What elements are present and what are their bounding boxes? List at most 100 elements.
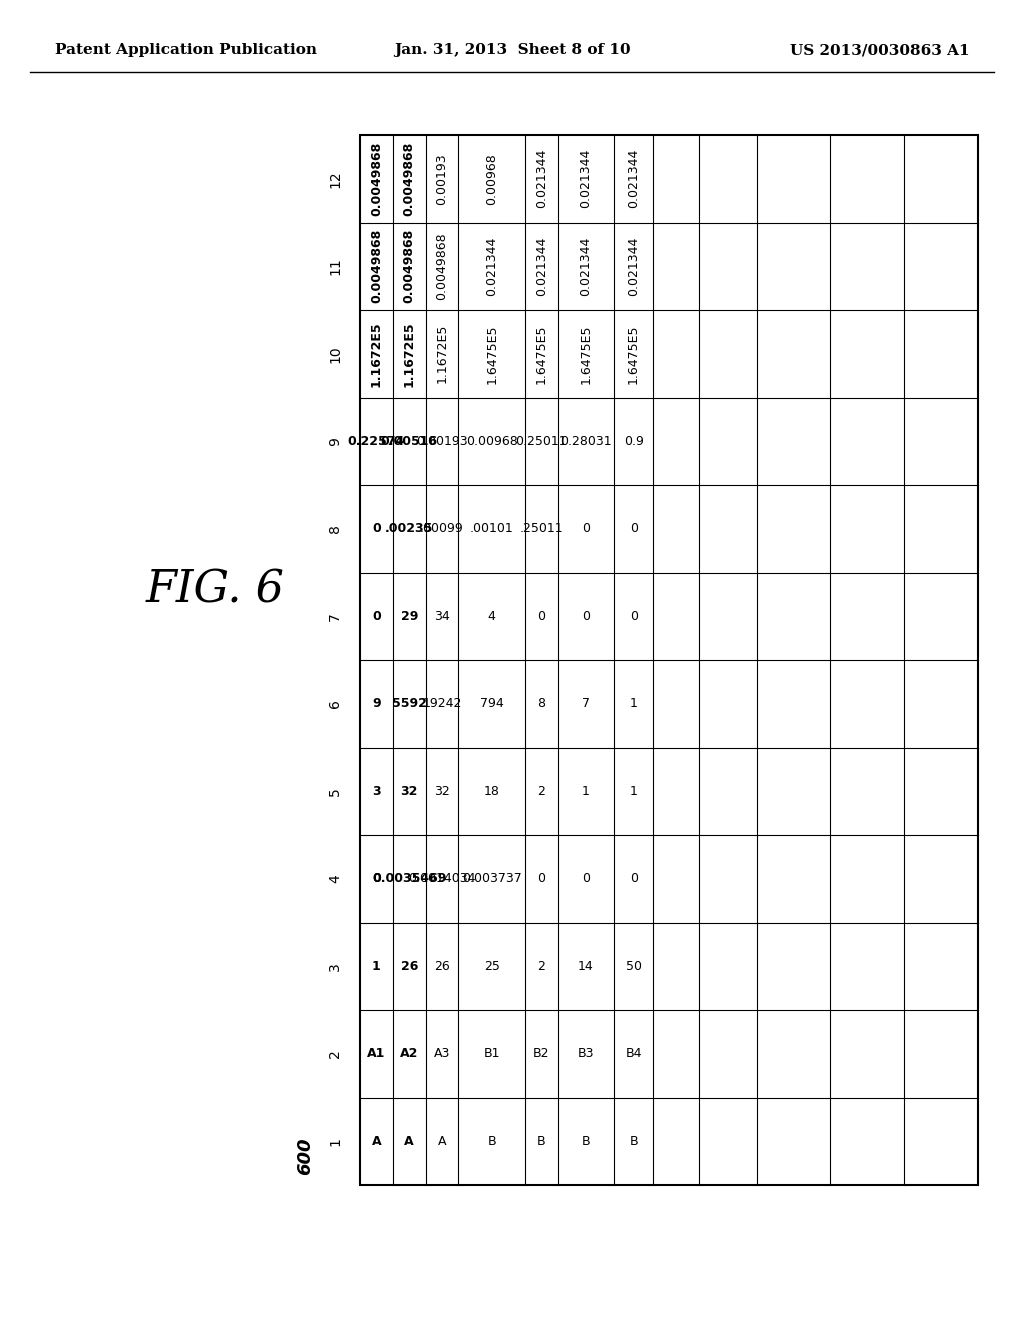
Text: 0.021344: 0.021344 xyxy=(580,149,593,209)
Text: 0: 0 xyxy=(630,523,638,535)
Text: 29: 29 xyxy=(400,610,418,623)
Text: 0.021344: 0.021344 xyxy=(535,149,548,209)
Text: 1.6475E5: 1.6475E5 xyxy=(535,323,548,384)
Text: 0: 0 xyxy=(538,873,546,886)
Text: 26: 26 xyxy=(434,960,450,973)
Text: 5592: 5592 xyxy=(392,697,427,710)
Text: 1.6475E5: 1.6475E5 xyxy=(627,323,640,384)
Text: 0.00193: 0.00193 xyxy=(435,153,449,205)
Text: 0: 0 xyxy=(630,873,638,886)
Text: FIG. 6: FIG. 6 xyxy=(145,569,285,611)
Text: A: A xyxy=(372,1135,381,1148)
Text: 0: 0 xyxy=(372,610,381,623)
Text: 7: 7 xyxy=(582,697,590,710)
Text: .25011: .25011 xyxy=(519,523,563,535)
Text: 18: 18 xyxy=(483,785,500,797)
Text: 0: 0 xyxy=(582,873,590,886)
Text: 0.021344: 0.021344 xyxy=(535,236,548,296)
Text: 3: 3 xyxy=(328,962,342,970)
Text: 600: 600 xyxy=(296,1138,314,1175)
Text: A: A xyxy=(437,1135,446,1148)
Text: 0.0049868: 0.0049868 xyxy=(370,141,383,216)
Text: A1: A1 xyxy=(368,1047,386,1060)
Text: 1: 1 xyxy=(630,785,638,797)
Text: 2: 2 xyxy=(328,1049,342,1059)
Text: .00101: .00101 xyxy=(470,523,514,535)
Text: B4: B4 xyxy=(626,1047,642,1060)
Text: B: B xyxy=(487,1135,496,1148)
Text: A: A xyxy=(404,1135,414,1148)
Text: 2: 2 xyxy=(538,785,546,797)
Text: 34: 34 xyxy=(434,610,450,623)
Text: 32: 32 xyxy=(434,785,450,797)
Text: B1: B1 xyxy=(483,1047,500,1060)
Text: 4: 4 xyxy=(487,610,496,623)
Text: 7: 7 xyxy=(328,612,342,620)
Text: US 2013/0030863 A1: US 2013/0030863 A1 xyxy=(791,44,970,57)
Text: 0.021344: 0.021344 xyxy=(580,236,593,296)
Text: 0: 0 xyxy=(582,610,590,623)
Text: B3: B3 xyxy=(578,1047,594,1060)
Text: 4: 4 xyxy=(328,874,342,883)
Text: 32: 32 xyxy=(400,785,418,797)
Text: 8: 8 xyxy=(538,697,546,710)
Text: 0.00516: 0.00516 xyxy=(381,434,437,447)
Text: 9: 9 xyxy=(372,697,381,710)
Text: .00235: .00235 xyxy=(385,523,433,535)
Text: 0.00968: 0.00968 xyxy=(466,434,517,447)
Text: 0.021344: 0.021344 xyxy=(627,236,640,296)
Text: 10: 10 xyxy=(328,345,342,363)
Text: 0.021344: 0.021344 xyxy=(627,149,640,209)
Text: 0.0049868: 0.0049868 xyxy=(370,230,383,304)
Text: 3: 3 xyxy=(372,785,381,797)
Text: 50: 50 xyxy=(626,960,642,973)
Text: 0.003737: 0.003737 xyxy=(462,873,521,886)
Text: 0: 0 xyxy=(630,610,638,623)
Text: 1.1672E5: 1.1672E5 xyxy=(370,321,383,387)
Text: 0: 0 xyxy=(372,523,381,535)
Text: 2: 2 xyxy=(538,960,546,973)
Text: 0: 0 xyxy=(372,873,381,886)
Text: B: B xyxy=(630,1135,638,1148)
Text: 794: 794 xyxy=(480,697,504,710)
Text: .00099: .00099 xyxy=(420,523,464,535)
Text: 6: 6 xyxy=(328,700,342,709)
Text: 14: 14 xyxy=(579,960,594,973)
Text: 26: 26 xyxy=(400,960,418,973)
Text: 1: 1 xyxy=(328,1137,342,1146)
Text: 0.021344: 0.021344 xyxy=(485,236,499,296)
Text: 0.0035469: 0.0035469 xyxy=(372,873,446,886)
Text: 12: 12 xyxy=(328,170,342,187)
Text: 0.28031: 0.28031 xyxy=(560,434,611,447)
Text: 1.1672E5: 1.1672E5 xyxy=(402,321,416,387)
Text: 8: 8 xyxy=(328,524,342,533)
Text: B2: B2 xyxy=(534,1047,550,1060)
Text: 25: 25 xyxy=(483,960,500,973)
Text: 11: 11 xyxy=(328,257,342,275)
Text: 0.00968: 0.00968 xyxy=(485,153,499,205)
Text: B: B xyxy=(538,1135,546,1148)
Text: B: B xyxy=(582,1135,590,1148)
Text: Patent Application Publication: Patent Application Publication xyxy=(55,44,317,57)
Text: 1: 1 xyxy=(582,785,590,797)
Text: 0.0049868: 0.0049868 xyxy=(402,141,416,216)
Text: 0.0014034: 0.0014034 xyxy=(409,873,476,886)
Text: 0.0049868: 0.0049868 xyxy=(435,232,449,300)
Text: 1: 1 xyxy=(630,697,638,710)
Text: A2: A2 xyxy=(400,1047,419,1060)
Text: 0: 0 xyxy=(538,610,546,623)
Text: 0.9: 0.9 xyxy=(624,434,643,447)
Text: 1: 1 xyxy=(372,960,381,973)
Bar xyxy=(360,135,978,1185)
Text: 0.0049868: 0.0049868 xyxy=(402,230,416,304)
Text: 5: 5 xyxy=(328,787,342,796)
Text: 1.6475E5: 1.6475E5 xyxy=(485,323,499,384)
Text: 0.00193: 0.00193 xyxy=(416,434,468,447)
Text: 0: 0 xyxy=(582,523,590,535)
Text: A3: A3 xyxy=(434,1047,451,1060)
Text: 19242: 19242 xyxy=(422,697,462,710)
Text: 1.6475E5: 1.6475E5 xyxy=(580,323,593,384)
Text: 1.1672E5: 1.1672E5 xyxy=(435,325,449,383)
Text: 9: 9 xyxy=(328,437,342,446)
Text: Jan. 31, 2013  Sheet 8 of 10: Jan. 31, 2013 Sheet 8 of 10 xyxy=(393,44,631,57)
